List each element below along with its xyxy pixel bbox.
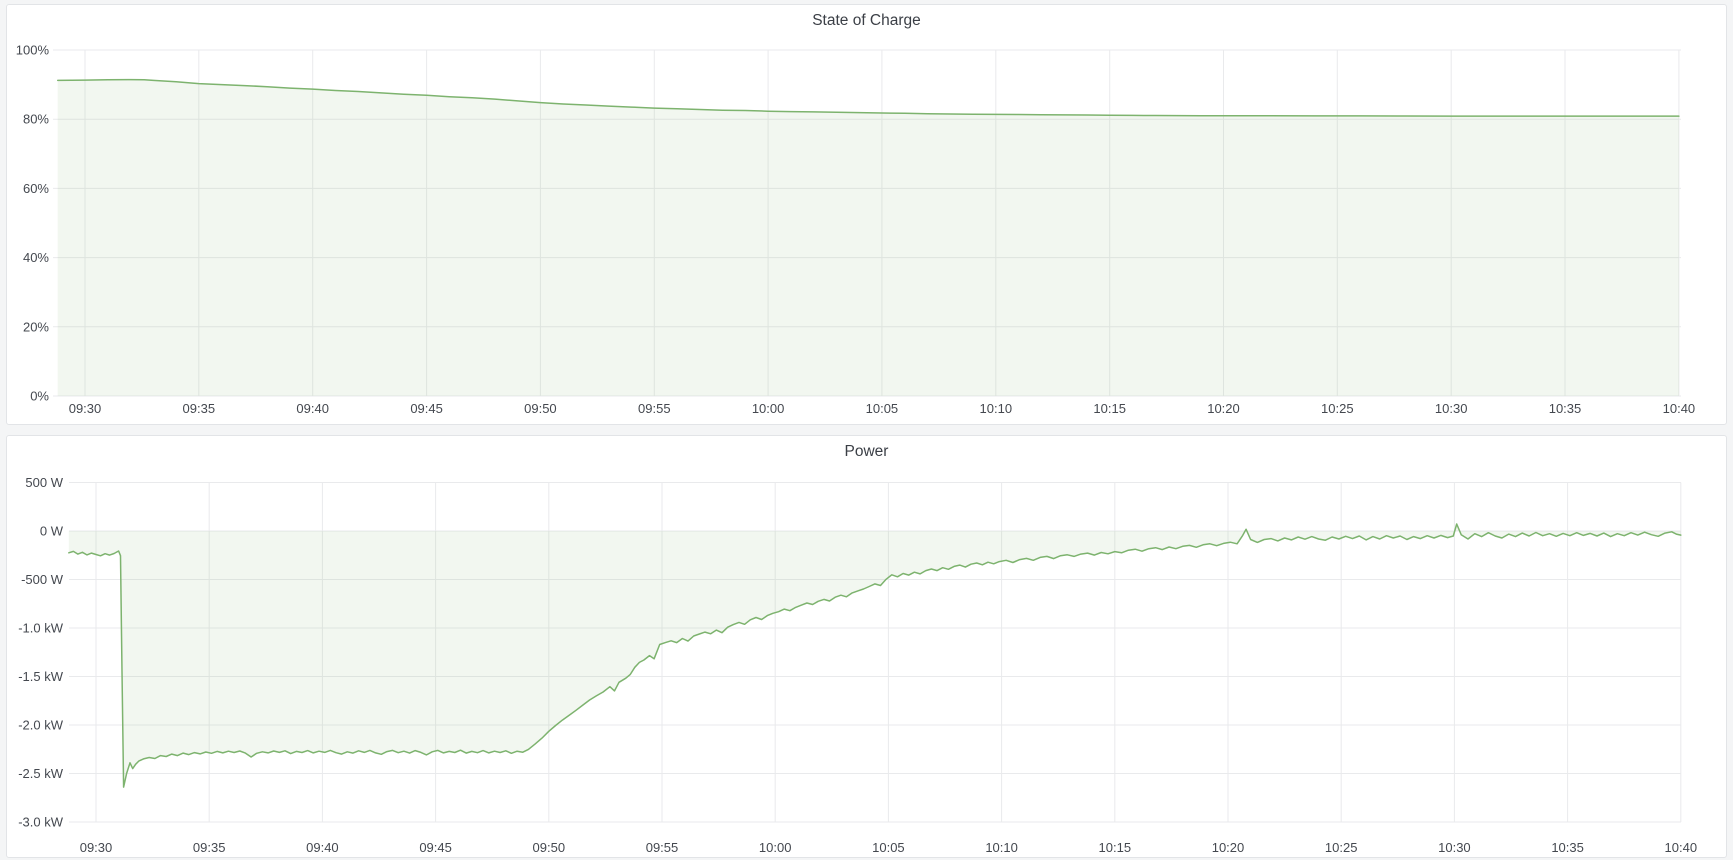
x-axis-tick-label: 10:10 <box>985 840 1018 855</box>
soc-panel: State of Charge 09:30 09:35 09:40 09:45 09:5… <box>6 4 1727 425</box>
power-panel-title[interactable]: Power <box>844 443 889 460</box>
x-axis-tick-label: 10:40 <box>1665 840 1698 855</box>
x-axis-tick-label: 09:55 <box>638 401 671 416</box>
x-axis-tick-label: 09:40 <box>306 840 339 855</box>
x-axis-tick-label: 10:30 <box>1435 401 1468 416</box>
power-chart-plot[interactable]: 09:30 09:35 09:40 09:45 09:50 09:55 10:00 10:05… <box>7 436 1728 859</box>
x-axis-tick-label: 10:15 <box>1093 401 1126 416</box>
x-axis-tick-label: 10:05 <box>872 840 905 855</box>
x-axis-tick-label: 09:50 <box>524 401 557 416</box>
power-panel: Power 09:30 09:35 09:40 09:45 09:50 09:55 10:0… <box>6 435 1727 858</box>
x-axis-tick-label: 09:45 <box>419 840 452 855</box>
y-axis-tick-label: 0 W <box>40 524 64 539</box>
series-area-fill <box>57 79 1679 396</box>
x-axis-tick-label: 09:45 <box>410 401 443 416</box>
x-axis-tick-label: 09:40 <box>296 401 329 416</box>
soc-panel-title[interactable]: State of Charge <box>812 12 921 29</box>
x-axis-tick-label: 10:00 <box>752 401 785 416</box>
y-axis-tick-label: 0% <box>30 389 49 404</box>
x-axis-tick-label: 10:05 <box>866 401 899 416</box>
y-axis-tick-label: 60% <box>23 181 49 196</box>
x-axis-tick-label: 10:25 <box>1321 401 1354 416</box>
y-axis-tick-label: -1.0 kW <box>18 621 64 636</box>
y-axis-tick-label: 20% <box>23 319 49 334</box>
y-axis-tick-label: 80% <box>23 112 49 127</box>
x-axis-tick-label: 09:50 <box>533 840 566 855</box>
x-axis-tick-label: 10:10 <box>980 401 1013 416</box>
x-axis-tick-label: 09:55 <box>646 840 679 855</box>
grid-lines <box>53 49 1681 397</box>
y-axis-tick-label: -3.0 kW <box>18 815 64 830</box>
x-axis-tick-label: 10:30 <box>1438 840 1471 855</box>
x-axis-tick-label: 10:35 <box>1549 401 1582 416</box>
y-axis-tick-label: 500 W <box>25 475 63 490</box>
y-axis-tick-label: -2.0 kW <box>18 718 64 733</box>
series-line <box>68 523 1682 788</box>
x-axis-tick-label: 10:15 <box>1099 840 1132 855</box>
x-axis-tick-label: 10:35 <box>1551 840 1584 855</box>
y-axis-tick-label: 100% <box>16 43 50 58</box>
x-axis-tick-label: 10:25 <box>1325 840 1358 855</box>
x-axis-tick-label: 09:35 <box>183 401 216 416</box>
y-axis-tick-label: -1.5 kW <box>18 669 64 684</box>
y-axis-tick-label: 40% <box>23 250 49 265</box>
y-axis-tick-label: -2.5 kW <box>18 766 64 781</box>
series-area-fill <box>68 524 1681 788</box>
x-axis-tick-label: 10:20 <box>1207 401 1240 416</box>
y-axis-tick-label: -500 W <box>21 572 64 587</box>
x-axis-tick-label: 09:30 <box>80 840 113 855</box>
x-axis-tick-label: 09:35 <box>193 840 226 855</box>
x-axis-tick-label: 10:00 <box>759 840 792 855</box>
x-axis-tick-label: 10:20 <box>1212 840 1245 855</box>
x-axis-tick-label: 10:40 <box>1663 401 1696 416</box>
grid-lines <box>69 482 1682 823</box>
soc-chart-plot[interactable]: 09:30 09:35 09:40 09:45 09:50 09:55 10:00 10:05… <box>7 5 1728 426</box>
x-axis-tick-label: 09:30 <box>69 401 102 416</box>
series-line <box>56 78 1680 117</box>
